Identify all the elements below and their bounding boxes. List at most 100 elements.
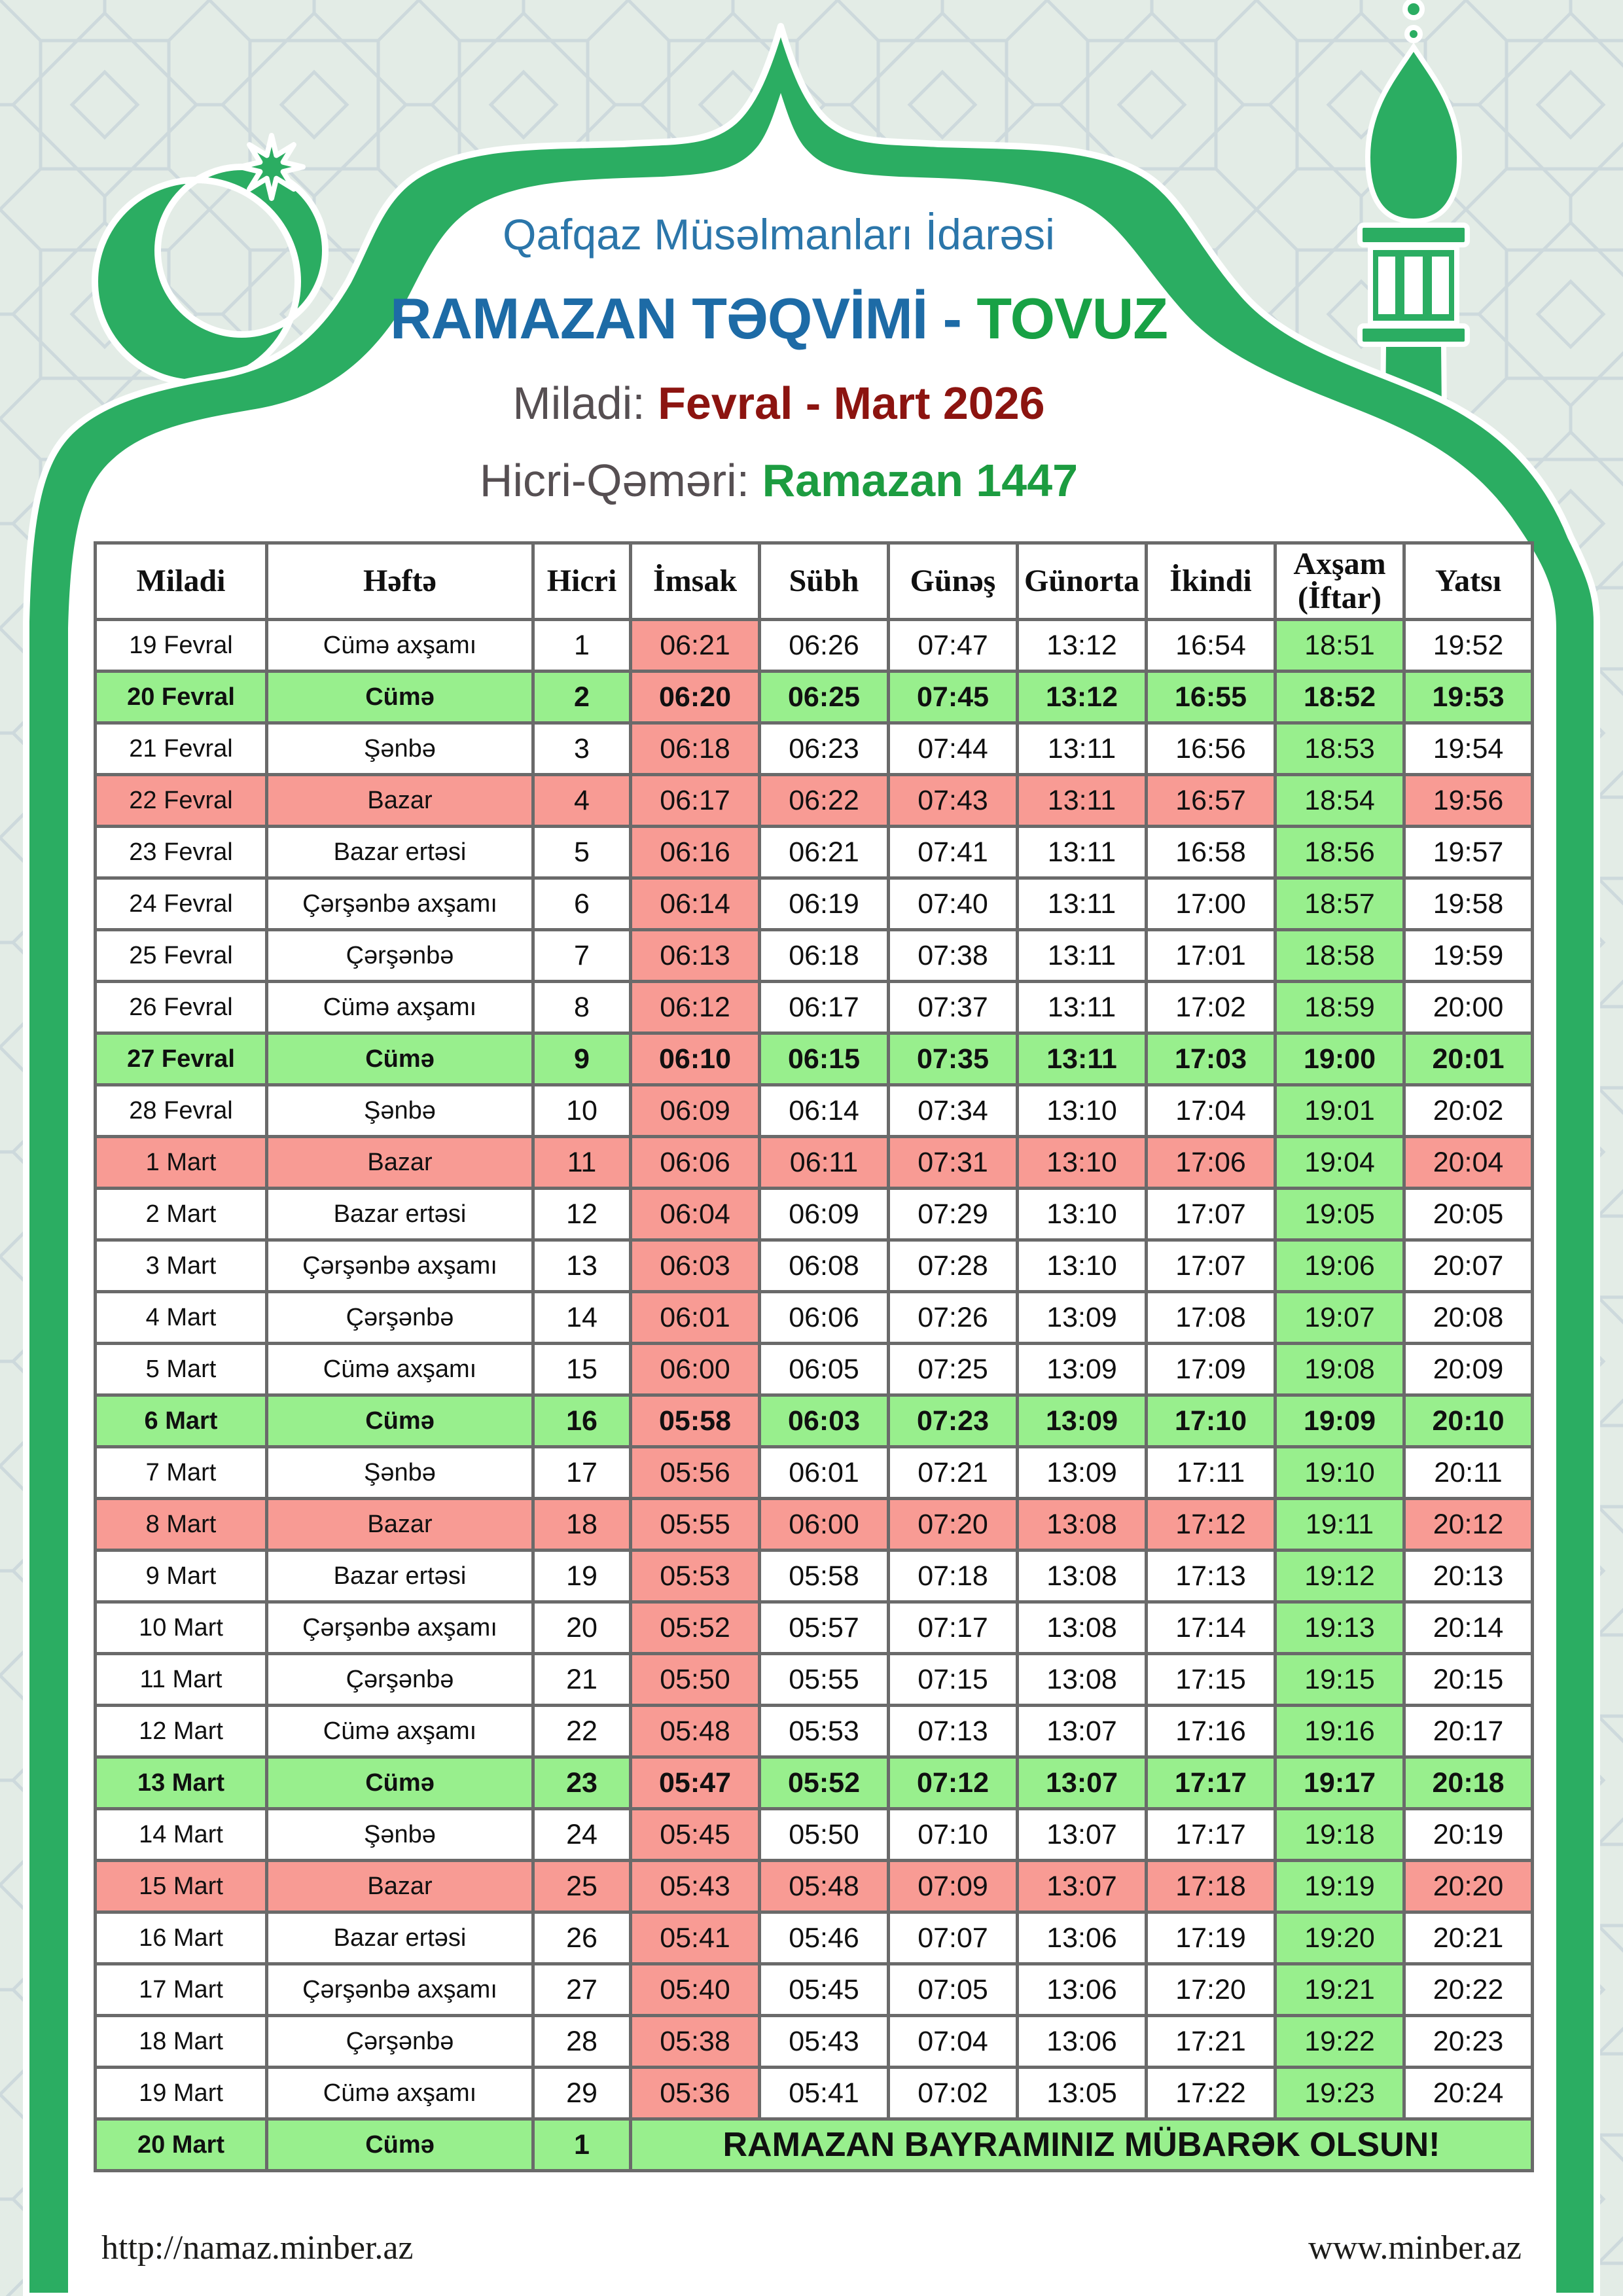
- page-title-city: TOVUZ: [976, 286, 1168, 351]
- hicri-cell: 19: [531, 1549, 632, 1604]
- gunorta-cell: 13:07: [1016, 1807, 1148, 1862]
- bayram-row: 20 Mart Cümə 1 RAMAZAN BAYRAMINIZ MÜBARƏK O…: [94, 2117, 1534, 2172]
- yatsi-cell: 20:04: [1402, 1135, 1534, 1190]
- gunorta-cell: 13:08: [1016, 1549, 1148, 1604]
- gunorta-cell: 13:11: [1016, 773, 1148, 828]
- col-header-hefte: Həftə: [265, 541, 535, 621]
- miladi-cell: 19 Mart: [94, 2066, 268, 2121]
- page-title: RAMAZAN TƏQVİMİ - TOVUZ: [0, 285, 1558, 352]
- hicri-cell: 12: [531, 1187, 632, 1242]
- gunorta-cell: 13:08: [1016, 1600, 1148, 1655]
- aksam-cell: 19:15: [1274, 1652, 1406, 1707]
- col-header-imsak: İmsak: [629, 541, 761, 621]
- aksam-cell: 18:51: [1274, 618, 1406, 673]
- miladi-cell: 3 Mart: [94, 1238, 268, 1293]
- aksam-cell: 19:07: [1274, 1290, 1406, 1345]
- subh-cell: 06:21: [758, 825, 890, 880]
- gunes-cell: 07:09: [887, 1859, 1019, 1914]
- yatsi-cell: 20:14: [1402, 1600, 1534, 1655]
- hefte-cell: Çərşənbə axşamı: [265, 1962, 535, 2017]
- aksam-cell: 19:23: [1274, 2066, 1406, 2121]
- imsak-cell: 06:20: [629, 670, 761, 725]
- subh-cell: 06:11: [758, 1135, 890, 1190]
- yatsi-cell: 20:15: [1402, 1652, 1534, 1707]
- footer-left-url[interactable]: http://namaz.minber.az: [101, 2229, 414, 2267]
- subh-cell: 06:15: [758, 1031, 890, 1086]
- imsak-cell: 06:04: [629, 1187, 761, 1242]
- subh-cell: 05:58: [758, 1549, 890, 1604]
- hefte-cell: Bazar ertəsi: [265, 1910, 535, 1965]
- gunes-cell: 07:41: [887, 825, 1019, 880]
- gunes-cell: 07:43: [887, 773, 1019, 828]
- gunorta-cell: 13:11: [1016, 721, 1148, 776]
- imsak-cell: 06:06: [629, 1135, 761, 1190]
- ikindi-cell: 17:15: [1145, 1652, 1277, 1707]
- yatsi-cell: 20:02: [1402, 1083, 1534, 1138]
- gunes-cell: 07:45: [887, 670, 1019, 725]
- gunorta-cell: 13:07: [1016, 1755, 1148, 1810]
- gunorta-cell: 13:12: [1016, 618, 1148, 673]
- hefte-cell: Bazar ertəsi: [265, 1549, 535, 1604]
- miladi-cell: 2 Mart: [94, 1187, 268, 1242]
- miladi-cell: 22 Fevral: [94, 773, 268, 828]
- yatsi-cell: 19:59: [1402, 928, 1534, 983]
- hicri-cell: 15: [531, 1342, 632, 1397]
- imsak-cell: 05:50: [629, 1652, 761, 1707]
- hefte-cell: Şənbə: [265, 1807, 535, 1862]
- aksam-cell: 19:13: [1274, 1600, 1406, 1655]
- yatsi-cell: 20:13: [1402, 1549, 1534, 1604]
- hicri-cell: 14: [531, 1290, 632, 1345]
- hefte-cell: Cümə: [265, 670, 535, 725]
- gunes-cell: 07:35: [887, 1031, 1019, 1086]
- hicri-cell: 2: [531, 670, 632, 725]
- subh-cell: 05:41: [758, 2066, 890, 2121]
- subh-cell: 05:45: [758, 1962, 890, 2017]
- table-row: 6 Mart Cümə 16 05:58 06:03 07:23 13:09 17:10 19:…: [94, 1393, 1534, 1448]
- subh-cell: 06:08: [758, 1238, 890, 1293]
- ikindi-cell: 17:20: [1145, 1962, 1277, 2017]
- table-row: 5 Mart Cümə axşamı 15 06:00 06:05 07:25 13:09 1…: [94, 1342, 1534, 1397]
- hicri-cell: 10: [531, 1083, 632, 1138]
- table-row: 14 Mart Şənbə 24 05:45 05:50 07:10 13:07 17:17 1…: [94, 1807, 1534, 1862]
- ikindi-cell: 16:55: [1145, 670, 1277, 725]
- aksam-cell: 19:00: [1274, 1031, 1406, 1086]
- hicri-cell: 28: [531, 2014, 632, 2069]
- miladi-cell: 8 Mart: [94, 1497, 268, 1552]
- gunes-cell: 07:05: [887, 1962, 1019, 2017]
- hefte-cell: Çərşənbə axşamı: [265, 876, 535, 931]
- ikindi-cell: 17:16: [1145, 1704, 1277, 1759]
- ikindi-cell: 17:10: [1145, 1393, 1277, 1448]
- imsak-cell: 05:40: [629, 1962, 761, 2017]
- imsak-cell: 06:10: [629, 1031, 761, 1086]
- hicri-cell: 7: [531, 928, 632, 983]
- yatsi-cell: 20:05: [1402, 1187, 1534, 1242]
- aksam-cell: 19:01: [1274, 1083, 1406, 1138]
- miladi-cell: 13 Mart: [94, 1755, 268, 1810]
- imsak-cell: 05:41: [629, 1910, 761, 1965]
- hicri-cell: 22: [531, 1704, 632, 1759]
- ikindi-cell: 17:19: [1145, 1910, 1277, 1965]
- gunes-cell: 07:29: [887, 1187, 1019, 1242]
- ikindi-cell: 17:01: [1145, 928, 1277, 983]
- footer-right-url[interactable]: www.minber.az: [1308, 2229, 1522, 2267]
- imsak-cell: 06:14: [629, 876, 761, 931]
- table-header: Miladi Həftə Hicri İmsak Sübh Günəş Günorta İki…: [94, 541, 1534, 621]
- table-row: 25 Fevral Çərşənbə 7 06:13 06:18 07:38 13:11 17…: [94, 928, 1534, 983]
- ikindi-cell: 17:00: [1145, 876, 1277, 931]
- ikindi-cell: 16:56: [1145, 721, 1277, 776]
- aksam-cell: 19:09: [1274, 1393, 1406, 1448]
- yatsi-cell: 20:22: [1402, 1962, 1534, 2017]
- imsak-cell: 06:16: [629, 825, 761, 880]
- heading-block: Qafqaz Müsəlmanları İdarəsi RAMAZAN TƏQV…: [0, 209, 1558, 507]
- ikindi-cell: 17:11: [1145, 1445, 1277, 1500]
- subh-cell: 05:52: [758, 1755, 890, 1810]
- ikindi-cell: 17:03: [1145, 1031, 1277, 1086]
- gunes-cell: 07:12: [887, 1755, 1019, 1810]
- gunes-cell: 07:23: [887, 1393, 1019, 1448]
- ikindi-cell: 16:54: [1145, 618, 1277, 673]
- col-header-hicri: Hicri: [531, 541, 632, 621]
- ikindi-cell: 17:09: [1145, 1342, 1277, 1397]
- subh-cell: 05:50: [758, 1807, 890, 1862]
- header-row: Miladi Həftə Hicri İmsak Sübh Günəş Günorta İki…: [94, 541, 1534, 621]
